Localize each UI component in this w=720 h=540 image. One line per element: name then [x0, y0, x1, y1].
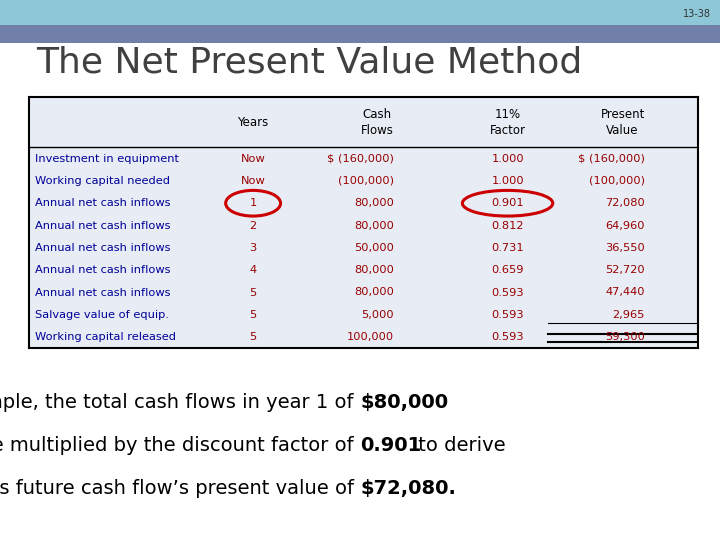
- Text: For example, the total cash flows in year 1 of: For example, the total cash flows in yea…: [0, 393, 360, 412]
- Text: 11%
Factor: 11% Factor: [490, 108, 526, 137]
- Text: Cash
Flows: Cash Flows: [361, 108, 394, 137]
- Text: 0.593: 0.593: [491, 287, 524, 298]
- Text: 80,000: 80,000: [354, 220, 394, 231]
- Text: 0.731: 0.731: [491, 243, 524, 253]
- Text: $ (160,000): $ (160,000): [578, 153, 645, 164]
- Text: 5: 5: [250, 287, 257, 298]
- Text: 59,300: 59,300: [605, 332, 645, 342]
- Text: Years: Years: [238, 116, 269, 129]
- Text: Present
Value: Present Value: [600, 108, 645, 137]
- Text: 1.000: 1.000: [491, 176, 524, 186]
- Text: 1: 1: [250, 198, 257, 208]
- Text: (100,000): (100,000): [338, 176, 394, 186]
- Text: to derive: to derive: [412, 436, 505, 455]
- Text: 0.901: 0.901: [491, 198, 524, 208]
- Text: Annual net cash inflows: Annual net cash inflows: [35, 198, 171, 208]
- Text: 47,440: 47,440: [606, 287, 645, 298]
- Text: 80,000: 80,000: [354, 287, 394, 298]
- Text: Annual net cash inflows: Annual net cash inflows: [35, 287, 171, 298]
- Text: 5,000: 5,000: [361, 310, 394, 320]
- Text: 0.812: 0.812: [491, 220, 524, 231]
- Text: The Net Present Value Method: The Net Present Value Method: [36, 45, 582, 79]
- Text: Now: Now: [240, 176, 266, 186]
- Text: this future cash flow’s present value of: this future cash flow’s present value of: [0, 479, 360, 498]
- Text: 72,080: 72,080: [605, 198, 645, 208]
- Text: Working capital released: Working capital released: [35, 332, 176, 342]
- Text: 13-38: 13-38: [683, 9, 711, 19]
- Text: $ (160,000): $ (160,000): [327, 153, 394, 164]
- Text: 80,000: 80,000: [354, 265, 394, 275]
- Text: Investment in equipment: Investment in equipment: [35, 153, 179, 164]
- Text: 64,960: 64,960: [606, 220, 645, 231]
- Text: 50,000: 50,000: [354, 243, 394, 253]
- Text: 0.901: 0.901: [360, 436, 421, 455]
- Text: 0.593: 0.593: [491, 310, 524, 320]
- Text: 0.593: 0.593: [491, 332, 524, 342]
- Text: 80,000: 80,000: [354, 198, 394, 208]
- Text: 2: 2: [250, 220, 256, 231]
- Text: 52,720: 52,720: [606, 265, 645, 275]
- Text: 2,965: 2,965: [613, 310, 645, 320]
- Text: Salvage value of equip.: Salvage value of equip.: [35, 310, 169, 320]
- Text: Annual net cash inflows: Annual net cash inflows: [35, 220, 171, 231]
- Text: Now: Now: [240, 153, 266, 164]
- Text: 1.000: 1.000: [491, 153, 524, 164]
- Text: Working capital needed: Working capital needed: [35, 176, 171, 186]
- Text: 36,550: 36,550: [605, 243, 645, 253]
- Text: Annual net cash inflows: Annual net cash inflows: [35, 243, 171, 253]
- Text: $72,080.: $72,080.: [360, 479, 456, 498]
- Text: (100,000): (100,000): [589, 176, 645, 186]
- Text: 4: 4: [250, 265, 256, 275]
- Text: 100,000: 100,000: [346, 332, 394, 342]
- Text: are multiplied by the discount factor of: are multiplied by the discount factor of: [0, 436, 360, 455]
- Text: 5: 5: [250, 332, 257, 342]
- Text: 3: 3: [250, 243, 257, 253]
- Text: 0.659: 0.659: [491, 265, 524, 275]
- Text: Annual net cash inflows: Annual net cash inflows: [35, 265, 171, 275]
- Text: $80,000: $80,000: [360, 393, 448, 412]
- Text: 5: 5: [250, 310, 257, 320]
